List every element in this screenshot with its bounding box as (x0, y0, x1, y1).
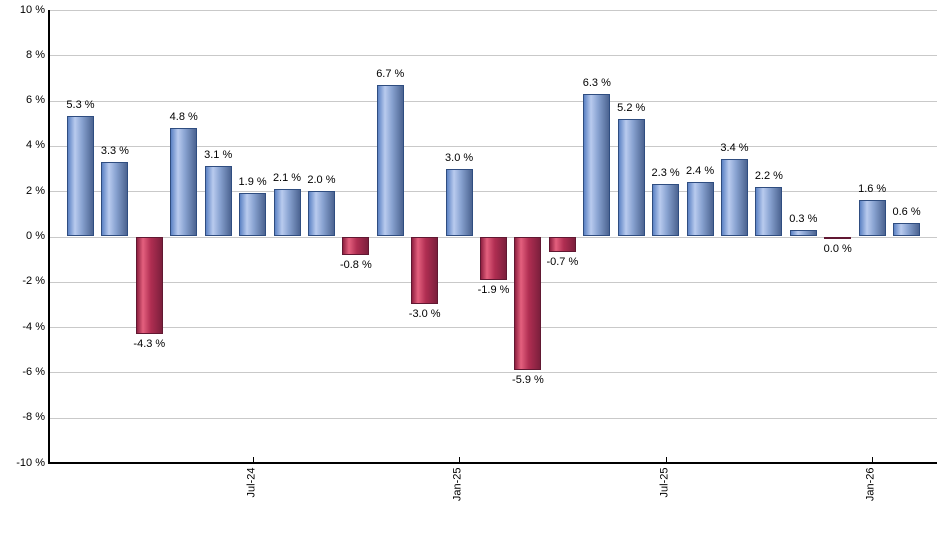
y-axis-tick-label: 10 % (19, 4, 45, 16)
bar-value-label: 0.6 % (892, 205, 921, 218)
gridline (49, 55, 937, 56)
x-axis-tick-label: Jul-24 (245, 467, 258, 498)
gridline (49, 101, 937, 102)
y-axis-tick-label: -6 % (22, 366, 45, 378)
bar[interactable] (101, 161, 129, 237)
gridline (49, 372, 937, 373)
x-axis-tick-label: Jul-25 (658, 467, 671, 498)
bar-value-label: -4.3 % (133, 337, 166, 350)
bar-value-label: 6.3 % (582, 76, 611, 89)
bar[interactable] (411, 236, 439, 305)
bar-value-label: 5.2 % (617, 101, 646, 114)
bar-value-label: 3.3 % (100, 144, 129, 157)
gridline (49, 191, 937, 192)
y-axis-tick-label: -4 % (22, 321, 45, 333)
bar-value-label: 2.4 % (685, 165, 715, 178)
bar-value-label: 1.6 % (858, 183, 887, 196)
bar-value-label: 3.0 % (445, 151, 474, 164)
bar[interactable] (204, 166, 232, 237)
bar[interactable] (789, 229, 817, 237)
bar-value-label: -0.8 % (339, 258, 372, 271)
bar-value-label: 3.4 % (720, 142, 749, 155)
bar[interactable] (376, 84, 404, 237)
bar[interactable] (617, 118, 645, 237)
bar[interactable] (652, 184, 680, 237)
x-axis-tick-label: Jan-26 (864, 467, 877, 502)
y-axis-tick-label: 2 % (26, 185, 45, 197)
y-axis-tick-label: 4 % (26, 139, 45, 151)
x-axis-tick (872, 457, 873, 463)
bar[interactable] (445, 168, 473, 237)
x-axis-line (48, 462, 937, 464)
gridline (49, 418, 937, 419)
bar[interactable] (67, 116, 94, 237)
bar[interactable] (514, 236, 542, 371)
bar[interactable] (239, 193, 267, 237)
bar[interactable] (824, 236, 852, 239)
bar[interactable] (135, 236, 163, 334)
bar-value-label: 0.3 % (789, 212, 818, 225)
bar[interactable] (858, 200, 886, 237)
bar[interactable] (583, 93, 611, 237)
x-axis-tick-label: Jan-25 (451, 467, 464, 502)
y-axis-tick-label: -8 % (22, 411, 45, 423)
gridline (49, 327, 937, 328)
bar-value-label: 2.3 % (651, 167, 680, 180)
gridline (49, 282, 937, 283)
y-axis-tick-label: 8 % (26, 49, 45, 61)
bar-value-label: 5.3 % (66, 99, 95, 112)
bar[interactable] (273, 188, 301, 237)
bar-value-label: 6.7 % (376, 67, 405, 80)
gridline (49, 146, 937, 147)
bar-value-label: 3.1 % (204, 149, 233, 162)
bar-value-label: -5.9 % (512, 374, 544, 387)
bar-value-label: 4.8 % (169, 110, 198, 123)
bar[interactable] (686, 182, 714, 237)
x-axis-tick (666, 457, 667, 463)
bar[interactable] (342, 236, 370, 255)
y-axis-line (48, 10, 50, 464)
bar[interactable] (548, 236, 576, 253)
y-axis-tick-label: 6 % (26, 94, 45, 106)
bar-value-label: 0.0 % (823, 242, 852, 255)
y-axis-tick-label: -2 % (22, 275, 45, 287)
x-axis-tick (459, 457, 460, 463)
y-axis-tick-label: 0 % (26, 230, 45, 242)
bar-value-label: -1.9 % (477, 283, 510, 296)
y-axis-tick-label: -10 % (16, 457, 45, 469)
bar[interactable] (720, 159, 748, 237)
bar-value-label: 1.9 % (238, 176, 267, 189)
bar[interactable] (307, 191, 335, 237)
bar-value-label: 2.2 % (754, 169, 783, 182)
bar-value-label: -0.7 % (546, 256, 579, 269)
x-axis-tick (253, 457, 254, 463)
bar[interactable] (480, 236, 508, 280)
bar-value-label: 2.0 % (307, 174, 336, 187)
bar-value-label: 2.1 % (272, 171, 302, 184)
bar[interactable] (170, 127, 198, 237)
gridline (49, 10, 937, 11)
bar-value-label: -3.0 % (408, 308, 441, 321)
bar[interactable] (893, 222, 921, 237)
bar[interactable] (755, 186, 783, 237)
